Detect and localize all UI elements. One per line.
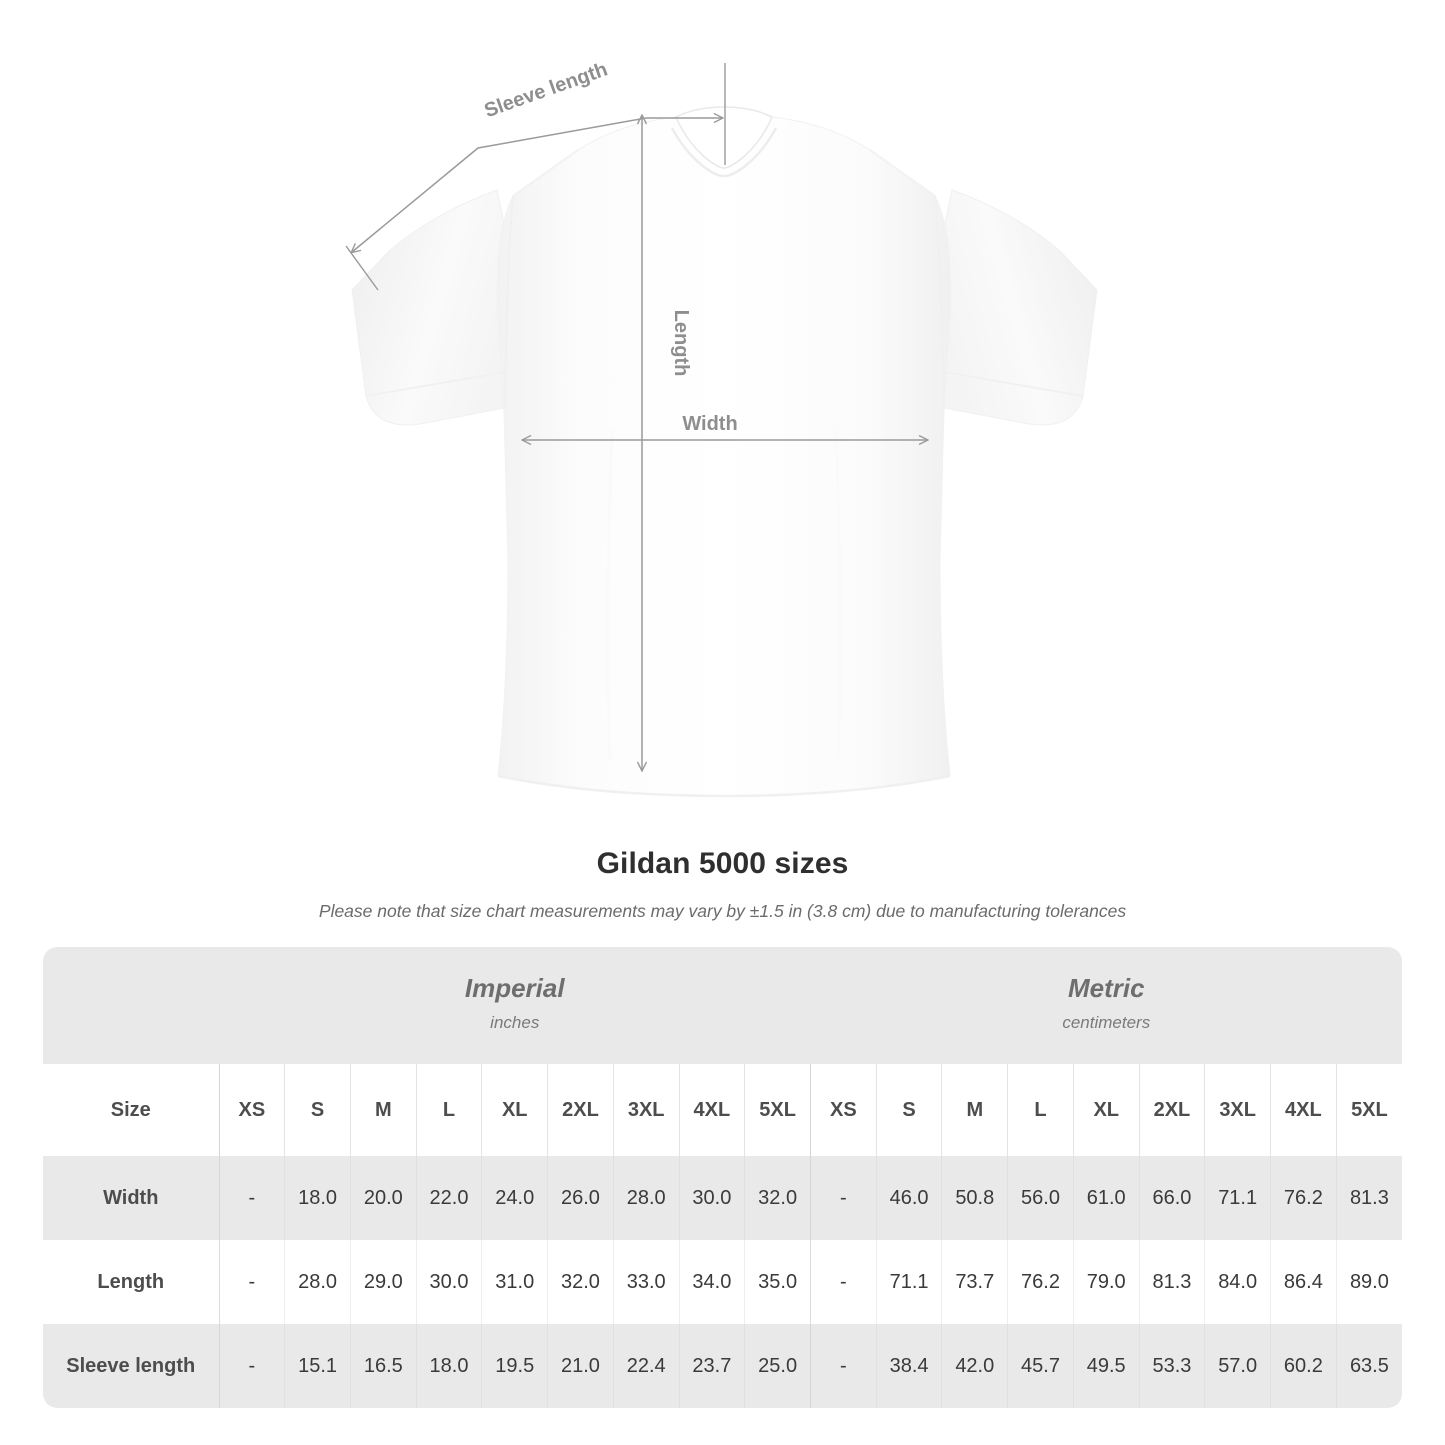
cell-sleeve-length-metric-m: 42.0 xyxy=(941,1324,1008,1408)
size-header-4xl-imperial: 4XL xyxy=(678,1064,745,1156)
cell-width-metric-l: 56.0 xyxy=(1007,1156,1074,1240)
cell-length-imperial-s: 28.0 xyxy=(284,1240,351,1324)
size-header-s-imperial: S xyxy=(284,1064,351,1156)
cell-sleeve-length-imperial-s: 15.1 xyxy=(284,1324,351,1408)
cell-width-imperial-m: 20.0 xyxy=(349,1156,417,1240)
size-header-5xl-imperial: 5XL xyxy=(744,1064,811,1156)
cell-length-imperial-2xl: 32.0 xyxy=(547,1240,614,1324)
size-header-l-imperial: L xyxy=(415,1064,482,1156)
unit-section-subtitle: inches xyxy=(490,1012,540,1032)
cell-length-metric-3xl: 84.0 xyxy=(1204,1240,1271,1324)
table-row: Width -18.0 20.0 22.0 24.0 26.0 28.0 30.0 32.0-4… xyxy=(43,1156,1403,1240)
size-header-3xl-imperial: 3XL xyxy=(612,1064,680,1156)
size-column-header: Size xyxy=(43,1064,219,1156)
size-header-m-metric: M xyxy=(941,1064,1008,1156)
row-label-sleeve-length: Sleeve length xyxy=(43,1324,219,1408)
size-header-s-metric: S xyxy=(875,1064,942,1156)
size-header-4xl-metric: 4XL xyxy=(1270,1064,1337,1156)
cell-length-metric-m: 73.7 xyxy=(941,1240,1008,1324)
cell-sleeve-length-metric-5xl: 63.5 xyxy=(1335,1324,1403,1408)
unit-band-spacer xyxy=(43,947,219,1064)
cell-width-imperial-2xl: 26.0 xyxy=(547,1156,614,1240)
cell-sleeve-length-metric-2xl: 53.3 xyxy=(1138,1324,1205,1408)
sleeve-length-label: Sleeve length xyxy=(482,58,611,122)
tshirt-garment xyxy=(351,106,1098,798)
size-header-row: Size XS S M L XL 2XL 3XL 4XL 5XL XS S M L XL 2XL 3XL 4XL 5… xyxy=(43,1064,1403,1156)
cell-sleeve-length-imperial-l: 18.0 xyxy=(415,1324,482,1408)
size-header-xl-imperial: XL xyxy=(481,1064,548,1156)
cell-length-imperial-xs: - xyxy=(218,1240,285,1324)
size-header-xl-metric: XL xyxy=(1072,1064,1140,1156)
width-label: Width xyxy=(682,413,737,435)
cell-length-metric-l: 76.2 xyxy=(1007,1240,1074,1324)
cell-length-metric-2xl: 81.3 xyxy=(1138,1240,1205,1324)
tolerance-note: Please note that size chart measurements… xyxy=(318,901,1127,921)
size-header-2xl-metric: 2XL xyxy=(1138,1064,1205,1156)
row-label-length: Length xyxy=(43,1240,219,1324)
unit-section-metric: Metric centimeters xyxy=(810,947,1403,1064)
cell-width-metric-5xl: 81.3 xyxy=(1335,1156,1403,1240)
cell-sleeve-length-metric-3xl: 57.0 xyxy=(1204,1324,1271,1408)
cell-length-imperial-5xl: 35.0 xyxy=(744,1240,811,1324)
cell-width-imperial-l: 22.0 xyxy=(415,1156,482,1240)
size-header-l-metric: L xyxy=(1007,1064,1074,1156)
cell-sleeve-length-imperial-xs: - xyxy=(218,1324,285,1408)
sleeve-length-measure xyxy=(345,63,726,291)
cell-width-metric-3xl: 71.1 xyxy=(1204,1156,1271,1240)
cell-width-imperial-xl: 24.0 xyxy=(481,1156,548,1240)
cell-length-imperial-4xl: 34.0 xyxy=(678,1240,745,1324)
row-label-width: Width xyxy=(43,1156,219,1240)
unit-section-name: Metric xyxy=(1067,972,1145,1003)
cell-length-imperial-xl: 31.0 xyxy=(481,1240,548,1324)
cell-sleeve-length-imperial-xl: 19.5 xyxy=(481,1324,548,1408)
cell-length-metric-4xl: 86.4 xyxy=(1270,1240,1337,1324)
cell-length-metric-s: 71.1 xyxy=(875,1240,942,1324)
cell-width-metric-2xl: 66.0 xyxy=(1138,1156,1205,1240)
unit-header-row: Imperial inches Metric centimeters xyxy=(43,947,1403,1064)
cell-sleeve-length-metric-4xl: 60.2 xyxy=(1270,1324,1337,1408)
size-header-5xl-metric: 5XL xyxy=(1335,1064,1403,1156)
cell-length-metric-xl: 79.0 xyxy=(1072,1240,1140,1324)
cell-sleeve-length-metric-xs: - xyxy=(809,1324,877,1408)
size-header-xs-imperial: XS xyxy=(218,1064,285,1156)
tshirt-illustration: Sleeve length Length Width xyxy=(345,58,1098,798)
cell-width-metric-xl: 61.0 xyxy=(1072,1156,1140,1240)
cell-width-imperial-3xl: 28.0 xyxy=(612,1156,680,1240)
cell-sleeve-length-imperial-4xl: 23.7 xyxy=(678,1324,745,1408)
cell-width-imperial-xs: - xyxy=(218,1156,285,1240)
cell-width-metric-s: 46.0 xyxy=(875,1156,942,1240)
cell-sleeve-length-metric-l: 45.7 xyxy=(1007,1324,1074,1408)
table-row: Sleeve length -15.1 16.5 18.0 19.5 21.0 22.4 23… xyxy=(43,1324,1403,1408)
cell-sleeve-length-metric-s: 38.4 xyxy=(875,1324,942,1408)
cell-sleeve-length-imperial-5xl: 25.0 xyxy=(744,1324,811,1408)
size-header-3xl-metric: 3XL xyxy=(1204,1064,1271,1156)
cell-sleeve-length-imperial-2xl: 21.0 xyxy=(547,1324,614,1408)
cell-length-metric-xs: - xyxy=(809,1240,877,1324)
cell-length-imperial-l: 30.0 xyxy=(415,1240,482,1324)
size-header-xs-metric: XS xyxy=(809,1064,877,1156)
cell-length-imperial-3xl: 33.0 xyxy=(612,1240,680,1324)
cell-length-imperial-m: 29.0 xyxy=(349,1240,417,1324)
unit-section-imperial: Imperial inches xyxy=(219,947,811,1064)
page-title: Gildan 5000 sizes xyxy=(596,847,849,880)
cell-width-imperial-s: 18.0 xyxy=(284,1156,351,1240)
length-label: Length xyxy=(670,310,692,377)
size-header-2xl-imperial: 2XL xyxy=(547,1064,614,1156)
size-header-m-imperial: M xyxy=(349,1064,417,1156)
unit-section-subtitle: centimeters xyxy=(1062,1012,1151,1032)
cell-width-imperial-5xl: 32.0 xyxy=(744,1156,811,1240)
cell-width-metric-m: 50.8 xyxy=(941,1156,1008,1240)
size-chart-table-wrapper: Imperial inches Metric centimeters Size XS S M L… xyxy=(43,947,1403,1408)
cell-width-metric-4xl: 76.2 xyxy=(1270,1156,1337,1240)
cell-sleeve-length-imperial-3xl: 22.4 xyxy=(612,1324,680,1408)
cell-sleeve-length-metric-xl: 49.5 xyxy=(1072,1324,1140,1408)
size-chart-table: Imperial inches Metric centimeters Size XS S M L… xyxy=(43,947,1403,1408)
cell-length-metric-5xl: 89.0 xyxy=(1335,1240,1403,1324)
cell-width-metric-xs: - xyxy=(809,1156,877,1240)
cell-width-imperial-4xl: 30.0 xyxy=(678,1156,745,1240)
table-row: Length -28.0 29.0 30.0 31.0 32.0 33.0 34.0 35.0-… xyxy=(43,1240,1403,1324)
title-block: Gildan 5000 sizes Please note that size … xyxy=(0,845,1445,923)
unit-section-name: Imperial xyxy=(464,972,565,1003)
cell-sleeve-length-imperial-m: 16.5 xyxy=(349,1324,417,1408)
